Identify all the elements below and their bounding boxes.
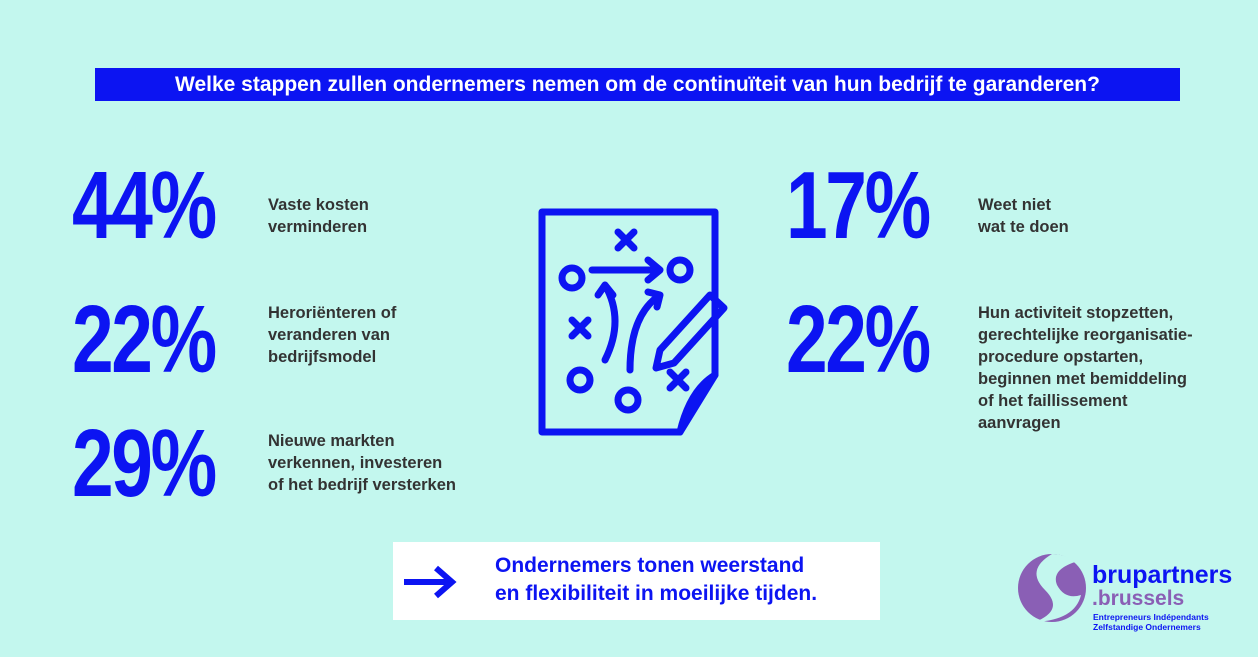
line: Ondernemers tonen weerstand: [495, 554, 805, 577]
stat-label: Vaste kosten verminderen: [268, 194, 369, 238]
title: Welke stappen zullen ondernemers nemen o…: [95, 68, 1180, 101]
stat-value: 22%: [786, 286, 931, 393]
arrow-icon: [404, 565, 457, 599]
stat-label: Nieuwe markten verkennen, investeren of he…: [268, 430, 456, 496]
logo-mark: [1018, 554, 1086, 622]
logo-tagline: Entrepreneurs Indépendants Zelfstandige O…: [1093, 612, 1209, 632]
line: en flexibiliteit in moeilijke tijden.: [495, 582, 818, 605]
stat-value: 44%: [72, 152, 217, 259]
conclusion-box: [393, 542, 880, 620]
line: bedrijfsmodel: [268, 348, 377, 366]
line: Entrepreneurs Indépendants: [1093, 612, 1209, 622]
line: wat te doen: [978, 218, 1069, 236]
line: of het bedrijf versterken: [268, 476, 456, 494]
line: Vaste kosten: [268, 196, 369, 214]
stat-label: Weet niet wat te doen: [978, 194, 1069, 238]
line: procedure opstarten,: [978, 348, 1144, 366]
line: of het faillissement: [978, 392, 1128, 410]
strategy-icon: [538, 208, 728, 436]
line: veranderen van: [268, 326, 390, 344]
line: verminderen: [268, 218, 368, 236]
logo-name: brupartners: [1092, 561, 1233, 589]
logo-suffix: .brussels: [1092, 587, 1185, 610]
line: aanvragen: [978, 414, 1061, 432]
line: beginnen met bemiddeling: [978, 370, 1188, 388]
line: Hun activiteit stopzetten,: [978, 304, 1174, 322]
line: Heroriënteren of: [268, 304, 397, 322]
line: gerechtelijke reorganisatie-: [978, 326, 1193, 344]
stat-value: 29%: [72, 410, 217, 517]
line: verkennen, investeren: [268, 454, 443, 472]
line: Weet niet: [978, 196, 1052, 214]
line: Nieuwe markten: [268, 432, 395, 450]
stat-value: 17%: [786, 152, 931, 259]
stat-label: Hun activiteit stopzetten, gerechtelijke …: [978, 302, 1193, 434]
line: Zelfstandige Ondernemers: [1093, 622, 1201, 632]
conclusion: Ondernemers tonen weerstand en flexibilit…: [495, 552, 817, 608]
stat-label: Heroriënteren of veranderen van bedrijfsmo…: [268, 302, 396, 368]
stat-value: 22%: [72, 286, 217, 393]
